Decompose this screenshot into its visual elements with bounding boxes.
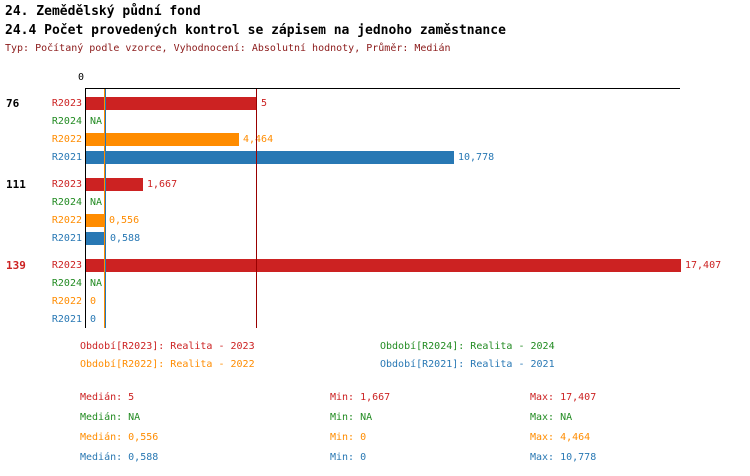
stats: Medián: 5 Min: 1,667 Max: 17,407 Medián: NA… bbox=[0, 392, 750, 472]
bar-r2023 bbox=[86, 259, 681, 272]
series-label-r2023: R2023 bbox=[51, 260, 82, 271]
stat-median-r2022: Medián: 0,556 bbox=[80, 432, 159, 443]
bar-chart: 0 76 R2023 5 R2024 NA R2022 4,464 R2021 10,778 11… bbox=[0, 70, 750, 332]
plot-area: 76 R2023 5 R2024 NA R2022 4,464 R2021 10,778 111 R… bbox=[0, 70, 750, 332]
group-label: 139 bbox=[6, 259, 26, 272]
value-label: 0,556 bbox=[109, 215, 140, 226]
stat-min-r2023: Min: 1,667 bbox=[330, 392, 391, 403]
series-label-r2024: R2024 bbox=[51, 116, 82, 127]
legend-r2024: Období[R2024]: Realita - 2024 bbox=[380, 341, 555, 352]
value-label: NA bbox=[90, 197, 103, 208]
legend-r2021: Období[R2021]: Realita - 2021 bbox=[380, 359, 555, 370]
stat-max-r2021: Max: 10,778 bbox=[530, 452, 597, 463]
value-label: NA bbox=[90, 278, 103, 289]
group-label: 76 bbox=[6, 97, 20, 110]
stat-median-r2023: Medián: 5 bbox=[80, 392, 135, 403]
legend-r2022: Období[R2022]: Realita - 2022 bbox=[80, 359, 255, 370]
value-label: 0 bbox=[90, 296, 97, 307]
value-label: 0 bbox=[90, 314, 97, 325]
bar-r2022 bbox=[86, 214, 105, 227]
stat-max-r2024: Max: NA bbox=[530, 412, 573, 423]
report-subtitle: 24.4 Počet provedených kontrol se zápise… bbox=[5, 23, 506, 38]
series-label-r2023: R2023 bbox=[51, 179, 82, 190]
value-label: 5 bbox=[261, 98, 268, 109]
stat-max-r2022: Max: 4,464 bbox=[530, 432, 591, 443]
series-label-r2024: R2024 bbox=[51, 278, 82, 289]
legend: Období[R2023]: Realita - 2023 Období[R202… bbox=[0, 341, 750, 377]
stat-max-r2023: Max: 17,407 bbox=[530, 392, 597, 403]
median-line-r2022 bbox=[104, 89, 105, 328]
bar-r2023 bbox=[86, 97, 257, 110]
series-label-r2022: R2022 bbox=[51, 134, 82, 145]
axis-left-line bbox=[85, 88, 86, 328]
stat-median-r2021: Medián: 0,588 bbox=[80, 452, 159, 463]
value-label: 1,667 bbox=[147, 179, 178, 190]
value-label: 10,778 bbox=[458, 152, 495, 163]
stat-min-r2022: Min: 0 bbox=[330, 432, 367, 443]
median-line-r2021 bbox=[105, 89, 106, 328]
series-label-r2021: R2021 bbox=[51, 152, 82, 163]
bar-r2021 bbox=[86, 151, 454, 164]
axis-zero-label: 0 bbox=[78, 72, 85, 83]
value-label: 4,464 bbox=[243, 134, 274, 145]
series-label-r2022: R2022 bbox=[51, 296, 82, 307]
report-title: 24. Zemědělský půdní fond bbox=[5, 4, 201, 19]
bar-r2021 bbox=[86, 232, 106, 245]
series-label-r2023: R2023 bbox=[51, 98, 82, 109]
stat-min-r2024: Min: NA bbox=[330, 412, 373, 423]
series-label-r2022: R2022 bbox=[51, 215, 82, 226]
value-label: 0,588 bbox=[110, 233, 141, 244]
median-line-r2023 bbox=[256, 89, 257, 328]
value-label: NA bbox=[90, 116, 103, 127]
series-label-r2021: R2021 bbox=[51, 314, 82, 325]
series-label-r2021: R2021 bbox=[51, 233, 82, 244]
series-label-r2024: R2024 bbox=[51, 197, 82, 208]
stat-median-r2024: Medián: NA bbox=[80, 412, 141, 423]
report-meta: Typ: Počítaný podle vzorce, Vyhodnocení:… bbox=[5, 43, 451, 54]
legend-r2023: Období[R2023]: Realita - 2023 bbox=[80, 341, 255, 352]
bar-r2023 bbox=[86, 178, 143, 191]
bar-r2022 bbox=[86, 133, 239, 146]
stat-min-r2021: Min: 0 bbox=[330, 452, 367, 463]
axis-top-line bbox=[85, 88, 680, 89]
group-label: 111 bbox=[6, 178, 26, 191]
value-label: 17,407 bbox=[685, 260, 722, 271]
